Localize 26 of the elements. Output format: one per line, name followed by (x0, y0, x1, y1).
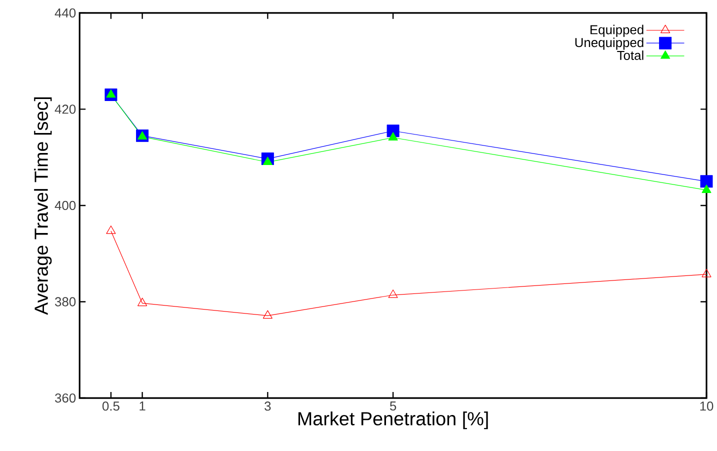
y-tick-label: 400 (54, 201, 76, 210)
point (138, 131, 148, 140)
point (262, 310, 272, 319)
x-axis-title: Market Penetration [%] (298, 412, 488, 430)
legend-label: Unequipped (575, 38, 644, 50)
x-tick-label: 10 (700, 402, 714, 411)
point (702, 184, 712, 194)
y-tick-label: 360 (55, 394, 76, 403)
y-tick-label: 440 (54, 8, 76, 18)
point (262, 156, 272, 166)
point (106, 226, 116, 234)
legend-label: Equipped (590, 24, 644, 37)
x-tick-label: 1 (140, 402, 146, 411)
x-tick-label: 0.5 (102, 402, 120, 411)
point (700, 175, 713, 188)
y-tick-label: 420 (54, 104, 76, 114)
point (702, 268, 712, 278)
y-axis-title: Average Travel Time [sec] (34, 98, 52, 316)
point (138, 298, 148, 306)
point (106, 89, 116, 98)
point (388, 290, 398, 298)
y-tick-label: 380 (55, 297, 76, 306)
legend-label: Total (617, 50, 644, 60)
x-tick-label: 5 (390, 402, 396, 411)
x-tick-label: 3 (264, 402, 271, 411)
point (388, 132, 398, 141)
